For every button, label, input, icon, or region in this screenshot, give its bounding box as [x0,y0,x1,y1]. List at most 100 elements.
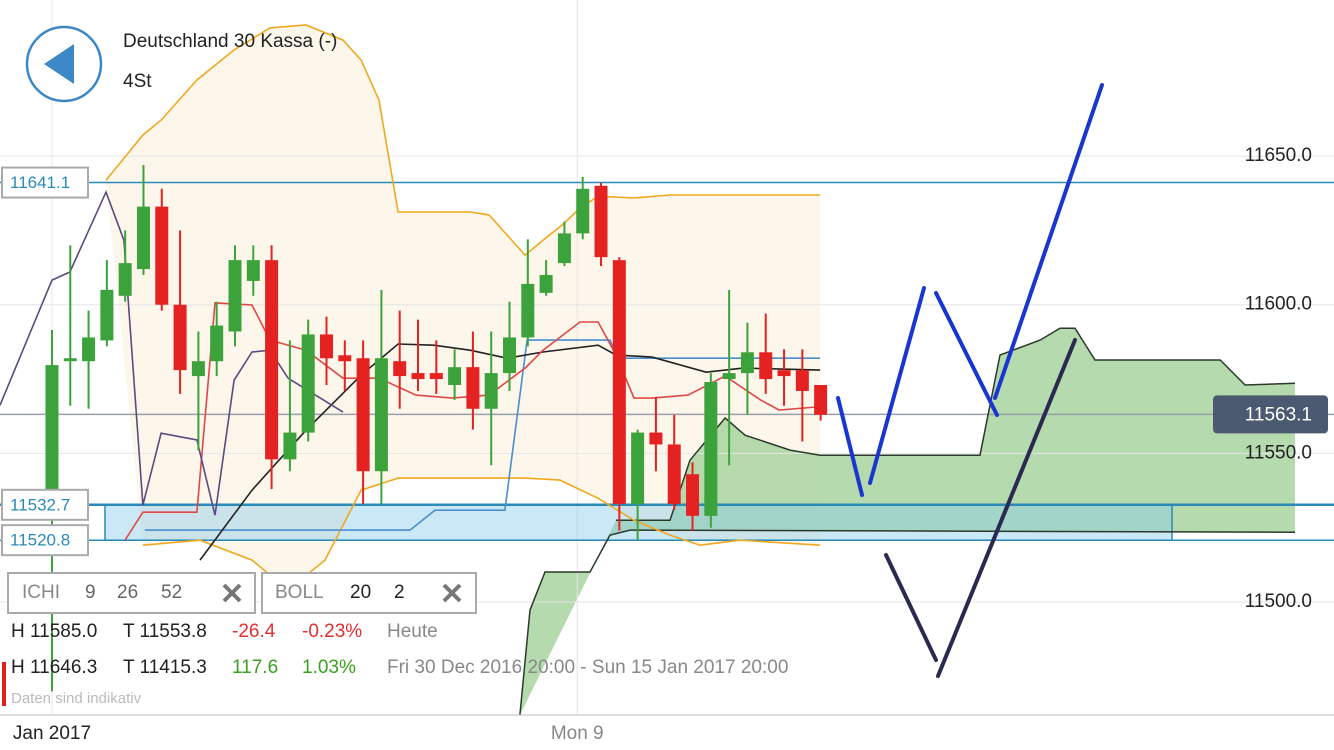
candle-body [228,260,242,332]
last-price-label: 11563.1 [1245,404,1312,425]
indicator-param: 9 [85,582,96,603]
candle-body [356,358,370,472]
drawing-line [993,83,1104,400]
indicator-box[interactable] [261,572,477,614]
stats-marker [2,662,6,706]
candle-body [759,352,773,380]
level-label: 11532.7 [10,495,70,514]
candle-body [722,373,736,380]
interval: 4St [123,71,152,92]
drawing-line [936,338,1077,678]
y-tick-label: 11600.0 [1245,294,1312,315]
candle-body [100,289,114,341]
candle-body [557,233,571,264]
drawing-line [836,396,864,497]
candle-body [777,370,791,377]
drawing-line [934,291,999,417]
stat-change-pct: 1.03% [302,657,356,678]
stat-low: T 11415.3 [123,657,207,678]
candle-body [246,260,260,281]
labels: 11500.0 11550.0 11600.0 11650.0 11641.1 11532… [1,145,1328,612]
y-tick-label: 11500.0 [1245,591,1312,612]
stat-change: 117.6 [232,657,278,678]
indicator-param: 26 [117,582,138,603]
candle-body [411,373,425,380]
drawings [836,83,1104,678]
candle-body [155,206,169,305]
candle-body [576,188,590,234]
indicator-param: 20 [350,582,371,603]
candle-body [649,432,663,445]
stat-low: T 11553.8 [123,621,207,642]
stat-high: H 11646.3 [11,657,97,678]
candle-body [795,370,809,391]
candle-body [704,382,718,516]
indicator-line [142,477,821,592]
disclaimer: Daten sind indikativ [11,690,142,707]
candle-body [63,358,77,362]
level-label: 11520.8 [10,531,70,550]
candle-body [210,325,224,362]
candle-body [686,474,700,516]
indicator-param: 2 [394,582,405,603]
candle-body [82,337,96,362]
indicator-boll[interactable]: BOLL 20 2 [261,572,477,614]
candle-body [503,337,517,374]
indicator-param: 52 [161,582,182,603]
candle-body [338,355,352,362]
stat-high: H 11585.0 [11,621,97,642]
remove-icon[interactable] [222,583,242,603]
level-label: 11641.1 [10,173,70,192]
candle-body [594,185,608,258]
candle-body [466,367,480,409]
candle-body [484,373,498,409]
candle-body [814,385,828,415]
candle-body [319,334,333,359]
last-price-box [1213,395,1328,434]
candle-body [631,432,645,504]
candle-body [612,260,626,504]
candle-body [374,358,388,472]
drawing-line [868,286,926,485]
candles [45,165,828,692]
candle-body [448,367,462,385]
x-tick-label: Jan 2017 [13,723,91,744]
level-label-box [1,524,89,557]
candle-body [265,260,279,460]
stat-change-pct: -0.23% [302,621,362,642]
candle-body [667,444,681,504]
candle-body [45,365,59,506]
x-axis-area [0,715,1334,750]
candle-body [429,373,443,380]
cloud-fill [519,328,1295,715]
drawing-line [884,553,938,662]
candle-body [118,263,132,296]
level-label-box [1,488,89,521]
back-button[interactable] [25,25,103,103]
remove-icon[interactable] [442,583,462,603]
candle-body [173,304,187,371]
x-axis: Jan 2017 Mon 9 [13,723,604,744]
stats-today: H 11585.0 T 11553.8 -26.4 -0.23% Heute [11,621,438,642]
stat-period: Heute [387,621,438,642]
x-tick-label: Mon 9 [551,723,604,744]
y-tick-label: 11650.0 [1245,145,1312,166]
y-tick-label: 11550.0 [1245,442,1312,463]
indicator-name: ICHI [22,582,60,603]
candle-body [539,275,553,293]
candle-body [191,361,205,377]
indicator-line [105,24,821,257]
indicator-box[interactable] [7,572,256,614]
indicator-line [124,302,817,541]
candle-body [393,361,407,377]
candle-body [136,206,150,270]
candle-body [301,334,315,433]
indicator-ichi[interactable]: ICHI 9 26 52 [7,572,256,614]
instrument-title: Deutschland 30 Kassa (-) [123,31,337,52]
back-button-icon[interactable] [44,44,74,84]
stat-change: -26.4 [232,621,276,642]
candle-body [740,352,754,374]
level-label-box [1,166,89,199]
cloud-line [519,529,1296,716]
